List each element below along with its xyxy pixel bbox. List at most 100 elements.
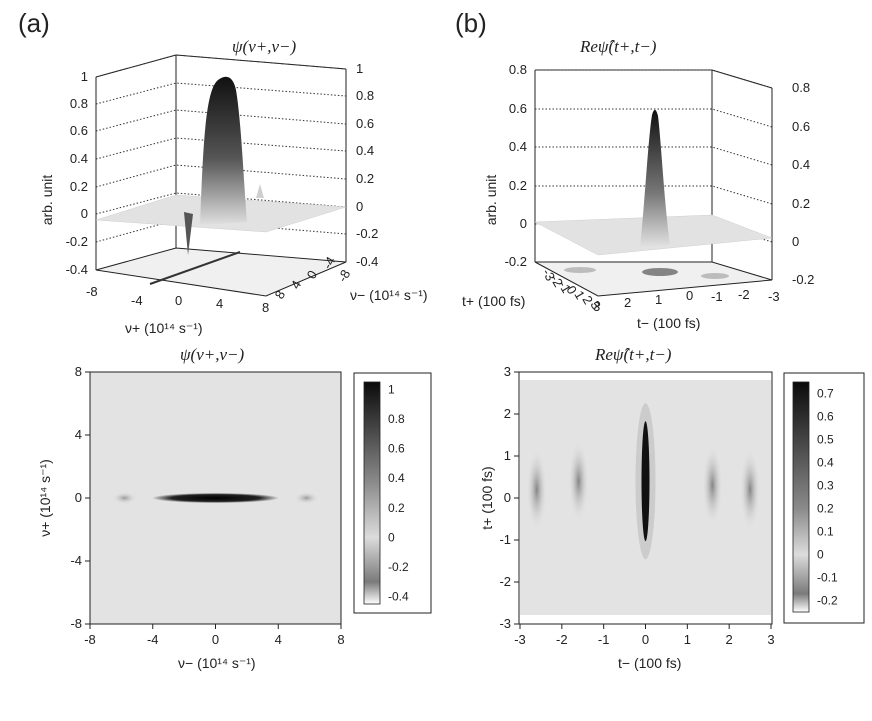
surface-a-z-label: arb. unit xyxy=(39,175,55,226)
surface-b-x-ticks: 3 2 1 0 -1 -2 -3 xyxy=(593,287,780,314)
heatmap-feature-peak xyxy=(641,421,650,542)
surface-a-z-tick-left: 0 xyxy=(81,206,88,221)
heatmap-b: Reψ̂(t+,t−) -3 -2 -1 0 1 2 3 3 2 1 0 -1 -2 -3 t− (10… xyxy=(479,345,865,671)
surface-a-top-edge xyxy=(95,54,177,78)
surface-b-z-label: arb. unit xyxy=(483,175,499,226)
surface-b-y-ticks: -3 -2 -1 0 1 2 3 xyxy=(539,266,604,312)
colorbar-tick-label: 0.2 xyxy=(817,502,834,516)
surface-b-z-tick-right: 0.2 xyxy=(792,196,810,211)
surface-a-z-tick-left: -0.4 xyxy=(66,262,88,277)
surface-a-z-tick-right: -0.2 xyxy=(356,226,378,241)
heatmap-feature-blob xyxy=(740,449,761,530)
heatmap-b-y-label: t+ (100 fs) xyxy=(479,466,495,529)
heatmap-a-y-label: ν+ (10¹⁴ s⁻¹) xyxy=(37,459,53,537)
surface-b-y-label: t+ (100 fs) xyxy=(462,293,525,309)
surface-b-z-tick-left: 0.2 xyxy=(509,178,527,193)
y-tick-label: -4 xyxy=(70,553,82,568)
surface-b-x-tick: 2 xyxy=(624,295,631,310)
surface-b-x-tick: 1 xyxy=(655,292,662,307)
surface-a-floor-shadow xyxy=(149,251,241,285)
colorbar-tick-label: -0.4 xyxy=(388,590,409,604)
surface-a-z-tick-right: 0.4 xyxy=(356,143,374,158)
heatmap-a-x-ticks: -8 -4 0 4 8 xyxy=(84,624,345,647)
colorbar-a-bar xyxy=(363,381,381,605)
surface-a-z-tick-left: 1 xyxy=(81,69,88,84)
y-tick-label: 0 xyxy=(75,490,82,505)
surface-b-x-tick: 0 xyxy=(686,288,693,303)
heatmap-b-marks xyxy=(526,403,761,560)
surface-a-y-tick: -8 xyxy=(335,267,354,285)
surface-b-z-tick-left: -0.2 xyxy=(505,254,527,269)
heatmap-a-x-label: ν− (10¹⁴ s⁻¹) xyxy=(178,655,256,671)
surface-b-z-tick-right: 0.8 xyxy=(792,80,810,95)
surface-a-z-ticks-left: 1 0.8 0.6 0.4 0.2 0 -0.2 -0.4 xyxy=(66,69,88,277)
surface-b-z-tick-right: -0.2 xyxy=(792,272,814,287)
colorbar-tick-label: 0.7 xyxy=(817,387,834,401)
x-tick-label: 2 xyxy=(726,632,733,647)
surface-plot-b: Reψ̂(t+,t−) 0.8 0.6 0.4 0.2 0 -0.2 xyxy=(462,37,814,331)
heatmap-b-y-ticks: 3 2 1 0 -1 -2 -3 xyxy=(499,364,519,631)
colorbar-tick-label: 0.6 xyxy=(817,410,834,424)
heatmap-feature-blob xyxy=(112,492,137,504)
colorbar-tick-label: 0 xyxy=(388,530,395,544)
surface-a-z-tick-right: -0.4 xyxy=(356,254,378,269)
heatmap-a-title: ψ(ν+,ν−) xyxy=(180,345,245,364)
surface-a-x-ticks: -8 -4 0 4 8 xyxy=(86,284,269,315)
colorbar-tick-label: 0.3 xyxy=(817,479,834,493)
surface-b-peak xyxy=(640,109,670,248)
surface-a-z-tick-left: -0.2 xyxy=(66,234,88,249)
colorbar-tick-label: 0.8 xyxy=(388,412,405,426)
y-tick-label: 2 xyxy=(504,406,511,421)
colorbar-tick-label: 0 xyxy=(817,548,824,562)
surface-b-z-tick-left: 0.8 xyxy=(509,62,527,77)
colorbar-tick-label: 0.2 xyxy=(388,501,405,515)
y-tick-label: 8 xyxy=(75,364,82,379)
heatmap-feature-ridge xyxy=(152,493,279,503)
y-tick-label: 4 xyxy=(75,427,82,442)
surface-b-title: Reψ̂(t+,t−) xyxy=(579,37,657,56)
surface-a-x-tick: -8 xyxy=(86,284,98,299)
colorbar-tick-label: 0.4 xyxy=(388,471,405,485)
heatmap-feature-blob xyxy=(568,441,589,522)
x-tick-label: 1 xyxy=(684,632,691,647)
colorbar-b-ticks: 0.7 0.6 0.5 0.4 0.3 0.2 0.1 0 -0.1 -0.2 xyxy=(817,387,838,608)
colorbar-b-bar xyxy=(792,381,810,613)
surface-b-top-edge-right xyxy=(711,69,773,89)
colorbar-tick-label: -0.1 xyxy=(817,571,838,585)
surface-a-x-tick: 8 xyxy=(262,300,269,315)
surface-a-z-ticks-right: 1 0.8 0.6 0.4 0.2 0 -0.2 -0.4 xyxy=(356,61,378,269)
x-tick-label: -4 xyxy=(147,632,159,647)
surface-a-z-tick-right: 1 xyxy=(356,61,363,76)
y-tick-label: -8 xyxy=(70,616,82,631)
surface-b-z-ticks-right: 0.8 0.6 0.4 0.2 0 -0.2 xyxy=(792,80,814,287)
y-tick-label: -3 xyxy=(499,616,511,631)
surface-a-z-tick-left: 0.8 xyxy=(70,96,88,111)
panel-label-a: (a) xyxy=(18,8,50,38)
surface-b-z-tick-right: 0.6 xyxy=(792,119,810,134)
heatmap-a: ψ(ν+,ν−) -8 -4 0 4 8 8 4 0 -4 -8 ν− (10¹⁴ s⁻¹) ν… xyxy=(37,345,432,671)
surface-a-z-tick-right: 0 xyxy=(356,199,363,214)
surface-a-z-tick-left: 0.4 xyxy=(70,151,88,166)
surface-a-y-label: ν− (10¹⁴ s⁻¹) xyxy=(350,287,428,303)
x-tick-label: -8 xyxy=(84,632,96,647)
surface-b-z-tick-left: 0.4 xyxy=(509,139,527,154)
surface-a-z-tick-right: 0.8 xyxy=(356,88,374,103)
heatmap-feature-blob xyxy=(294,492,319,504)
surface-a-dip xyxy=(184,212,193,255)
y-tick-label: -2 xyxy=(499,574,511,589)
surface-a-x-label: ν+ (10¹⁴ s⁻¹) xyxy=(125,320,203,336)
surface-b-z-tick-right: 0.4 xyxy=(792,157,810,172)
colorbar-a-ticks: 1 0.8 0.6 0.4 0.2 0 -0.2 -0.4 xyxy=(388,382,409,603)
surface-b-x-tick: -1 xyxy=(711,289,723,304)
colorbar-tick-label: -0.2 xyxy=(817,594,838,608)
y-tick-label: 1 xyxy=(504,448,511,463)
surface-a-side-bump xyxy=(256,184,264,198)
surface-b-x-tick: -3 xyxy=(768,289,780,304)
y-tick-label: -1 xyxy=(499,532,511,547)
x-tick-label: 0 xyxy=(642,632,649,647)
surface-a-title: ψ(ν+,ν−) xyxy=(232,37,297,56)
surface-b-x-label: t− (100 fs) xyxy=(637,315,700,331)
surface-a-z-tick-right: 0.6 xyxy=(356,116,374,131)
surface-plot-a: ψ(ν+,ν−) 1 0.8 0.6 0.4 xyxy=(39,37,428,336)
colorbar-tick-label: 1 xyxy=(388,382,395,396)
